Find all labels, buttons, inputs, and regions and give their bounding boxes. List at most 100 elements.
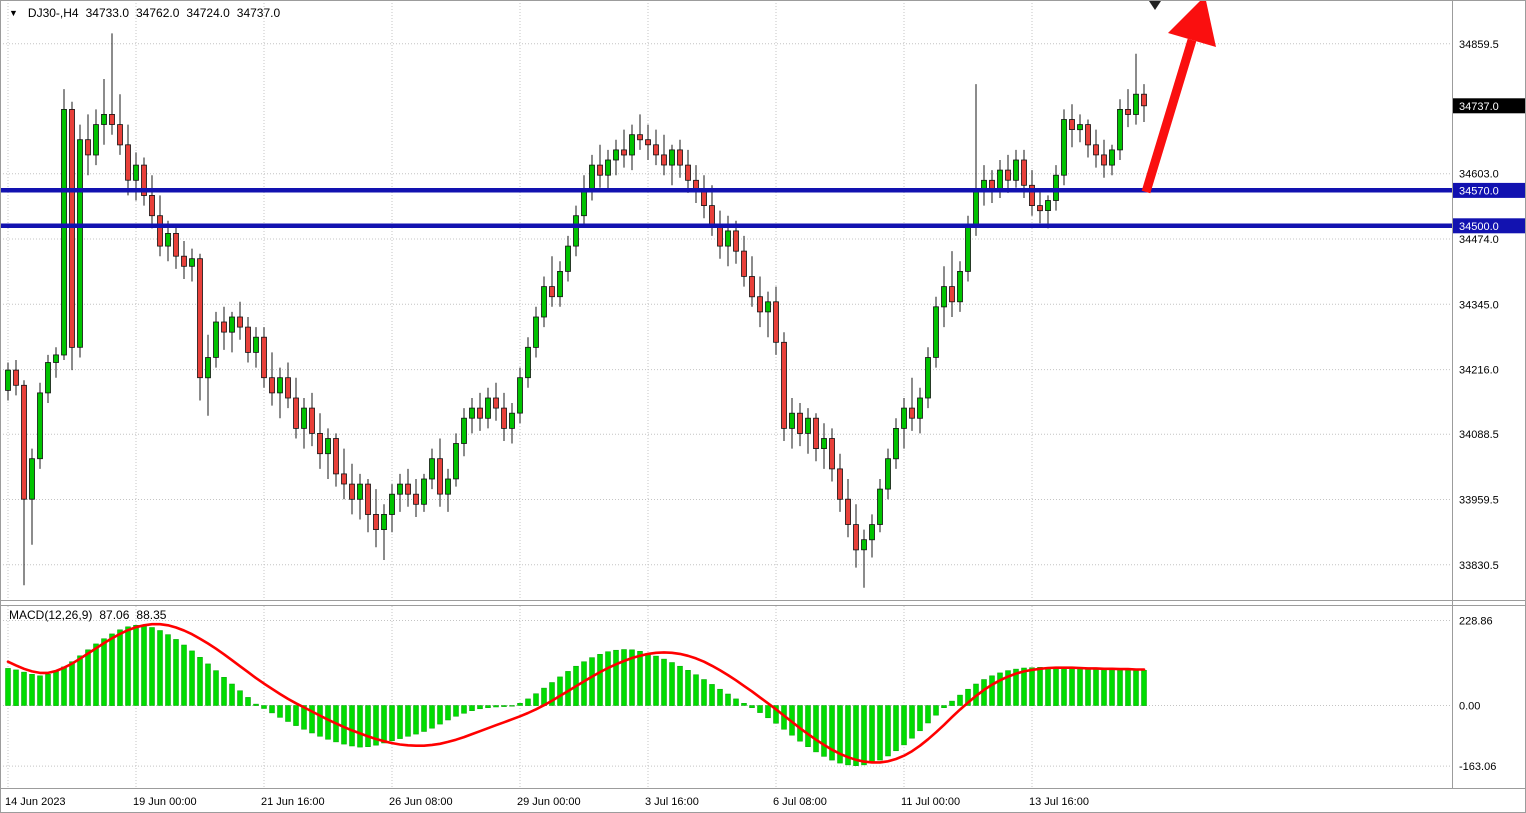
macd-bar (357, 705, 363, 748)
candle-body (189, 258, 195, 267)
candle-body (61, 109, 67, 356)
macd-bar (381, 705, 387, 744)
macd-bar (309, 705, 315, 734)
macd-bar (1101, 669, 1107, 706)
candle-body (389, 493, 395, 515)
time-tick-label: 6 Jul 08:00 (773, 796, 827, 808)
candle-body (133, 164, 139, 181)
candle-body (293, 397, 299, 429)
macd-bar (589, 657, 595, 706)
candle-body (709, 205, 715, 227)
macd-bar (877, 705, 883, 761)
macd-bar (605, 651, 611, 706)
trend-arrow-head[interactable] (1168, 0, 1216, 47)
candle-body (253, 336, 259, 353)
candle-body (309, 407, 315, 434)
macd-bar (1069, 668, 1075, 706)
macd-bar (749, 705, 755, 708)
macd-bar (1021, 667, 1027, 706)
macd-bar (717, 688, 723, 706)
macd-bar (645, 653, 651, 706)
macd-bar (917, 705, 923, 732)
macd-bar (149, 627, 155, 706)
macd-bar (469, 705, 475, 711)
macd-bar (101, 638, 107, 706)
trend-arrow-shaft[interactable] (1141, 38, 1197, 194)
macd-bar (421, 705, 427, 732)
price-tick-label: 34345.0 (1459, 299, 1499, 311)
candle-body (1005, 169, 1011, 181)
current-price-badge (1453, 98, 1525, 114)
candle-body (221, 321, 227, 333)
autoscroll-marker-icon[interactable] (1149, 1, 1161, 10)
candle-body (149, 194, 155, 217)
macd-bar (621, 649, 627, 706)
grid-lines (0, 0, 1452, 788)
macd-bar (341, 705, 347, 745)
macd-bar (45, 674, 51, 706)
candle-body (925, 357, 931, 399)
hline-level-34500.0[interactable] (0, 223, 1452, 228)
candle-body (773, 301, 779, 343)
candle-body (1133, 93, 1139, 115)
candle-body (901, 407, 907, 429)
candle-body (733, 230, 739, 252)
macd-bar (133, 625, 139, 706)
candle-body (397, 483, 403, 495)
candle-body (277, 377, 283, 394)
macd-bar (1077, 668, 1083, 706)
macd-name: MACD(12,26,9) (9, 608, 93, 622)
candle-body (677, 149, 683, 166)
macd-bar (549, 682, 555, 706)
candle-body (85, 139, 91, 156)
candle-body (29, 458, 35, 500)
macd-bar (477, 705, 483, 710)
macd-bar (597, 654, 603, 706)
symbol-dropdown-icon[interactable]: ▼ (9, 7, 18, 18)
candle-body (341, 473, 347, 485)
candle-body (421, 478, 427, 505)
candle-body (413, 493, 419, 505)
candle-body (805, 417, 811, 434)
macd-bar (669, 662, 675, 706)
candle-body (597, 164, 603, 176)
current-price-badge-text: 34737.0 (1459, 101, 1499, 113)
candle-body (1013, 159, 1019, 181)
candle-body (245, 326, 251, 353)
candle-body (1069, 119, 1075, 131)
macd-bar (429, 705, 435, 729)
macd-bar (701, 679, 707, 706)
hline-level-34570.0[interactable] (0, 188, 1452, 193)
candle-body (325, 438, 331, 455)
level-price-badge (1453, 182, 1525, 198)
time-tick-label: 14 Jun 2023 (5, 796, 66, 808)
trend-arrow-annotation[interactable] (1141, 0, 1216, 194)
macd-bar (1109, 669, 1115, 706)
macd-bar (685, 670, 691, 706)
candle-body (829, 438, 835, 470)
macd-bar (109, 633, 115, 706)
macd-bar (317, 705, 323, 737)
candle-body (317, 432, 323, 455)
price-tick-label: 34859.5 (1459, 39, 1499, 51)
macd-bar (1029, 667, 1035, 706)
candle-body (749, 276, 755, 298)
candle-body (669, 149, 675, 166)
candle-body (1021, 159, 1027, 186)
candle-body (429, 458, 435, 480)
candle-body (861, 539, 867, 551)
macd-bar (197, 657, 203, 706)
candle-body (237, 316, 243, 328)
macd-bar (261, 705, 267, 709)
candle-body (1029, 184, 1035, 207)
candle-body (1101, 154, 1107, 166)
macd-bar (965, 688, 971, 706)
macd-bar (181, 644, 187, 706)
candle-body (1077, 124, 1083, 131)
candle-body (117, 124, 123, 146)
candle-body (853, 524, 859, 551)
macd-bar (997, 672, 1003, 706)
macd-bar (1037, 667, 1043, 706)
candle-body (725, 230, 731, 247)
